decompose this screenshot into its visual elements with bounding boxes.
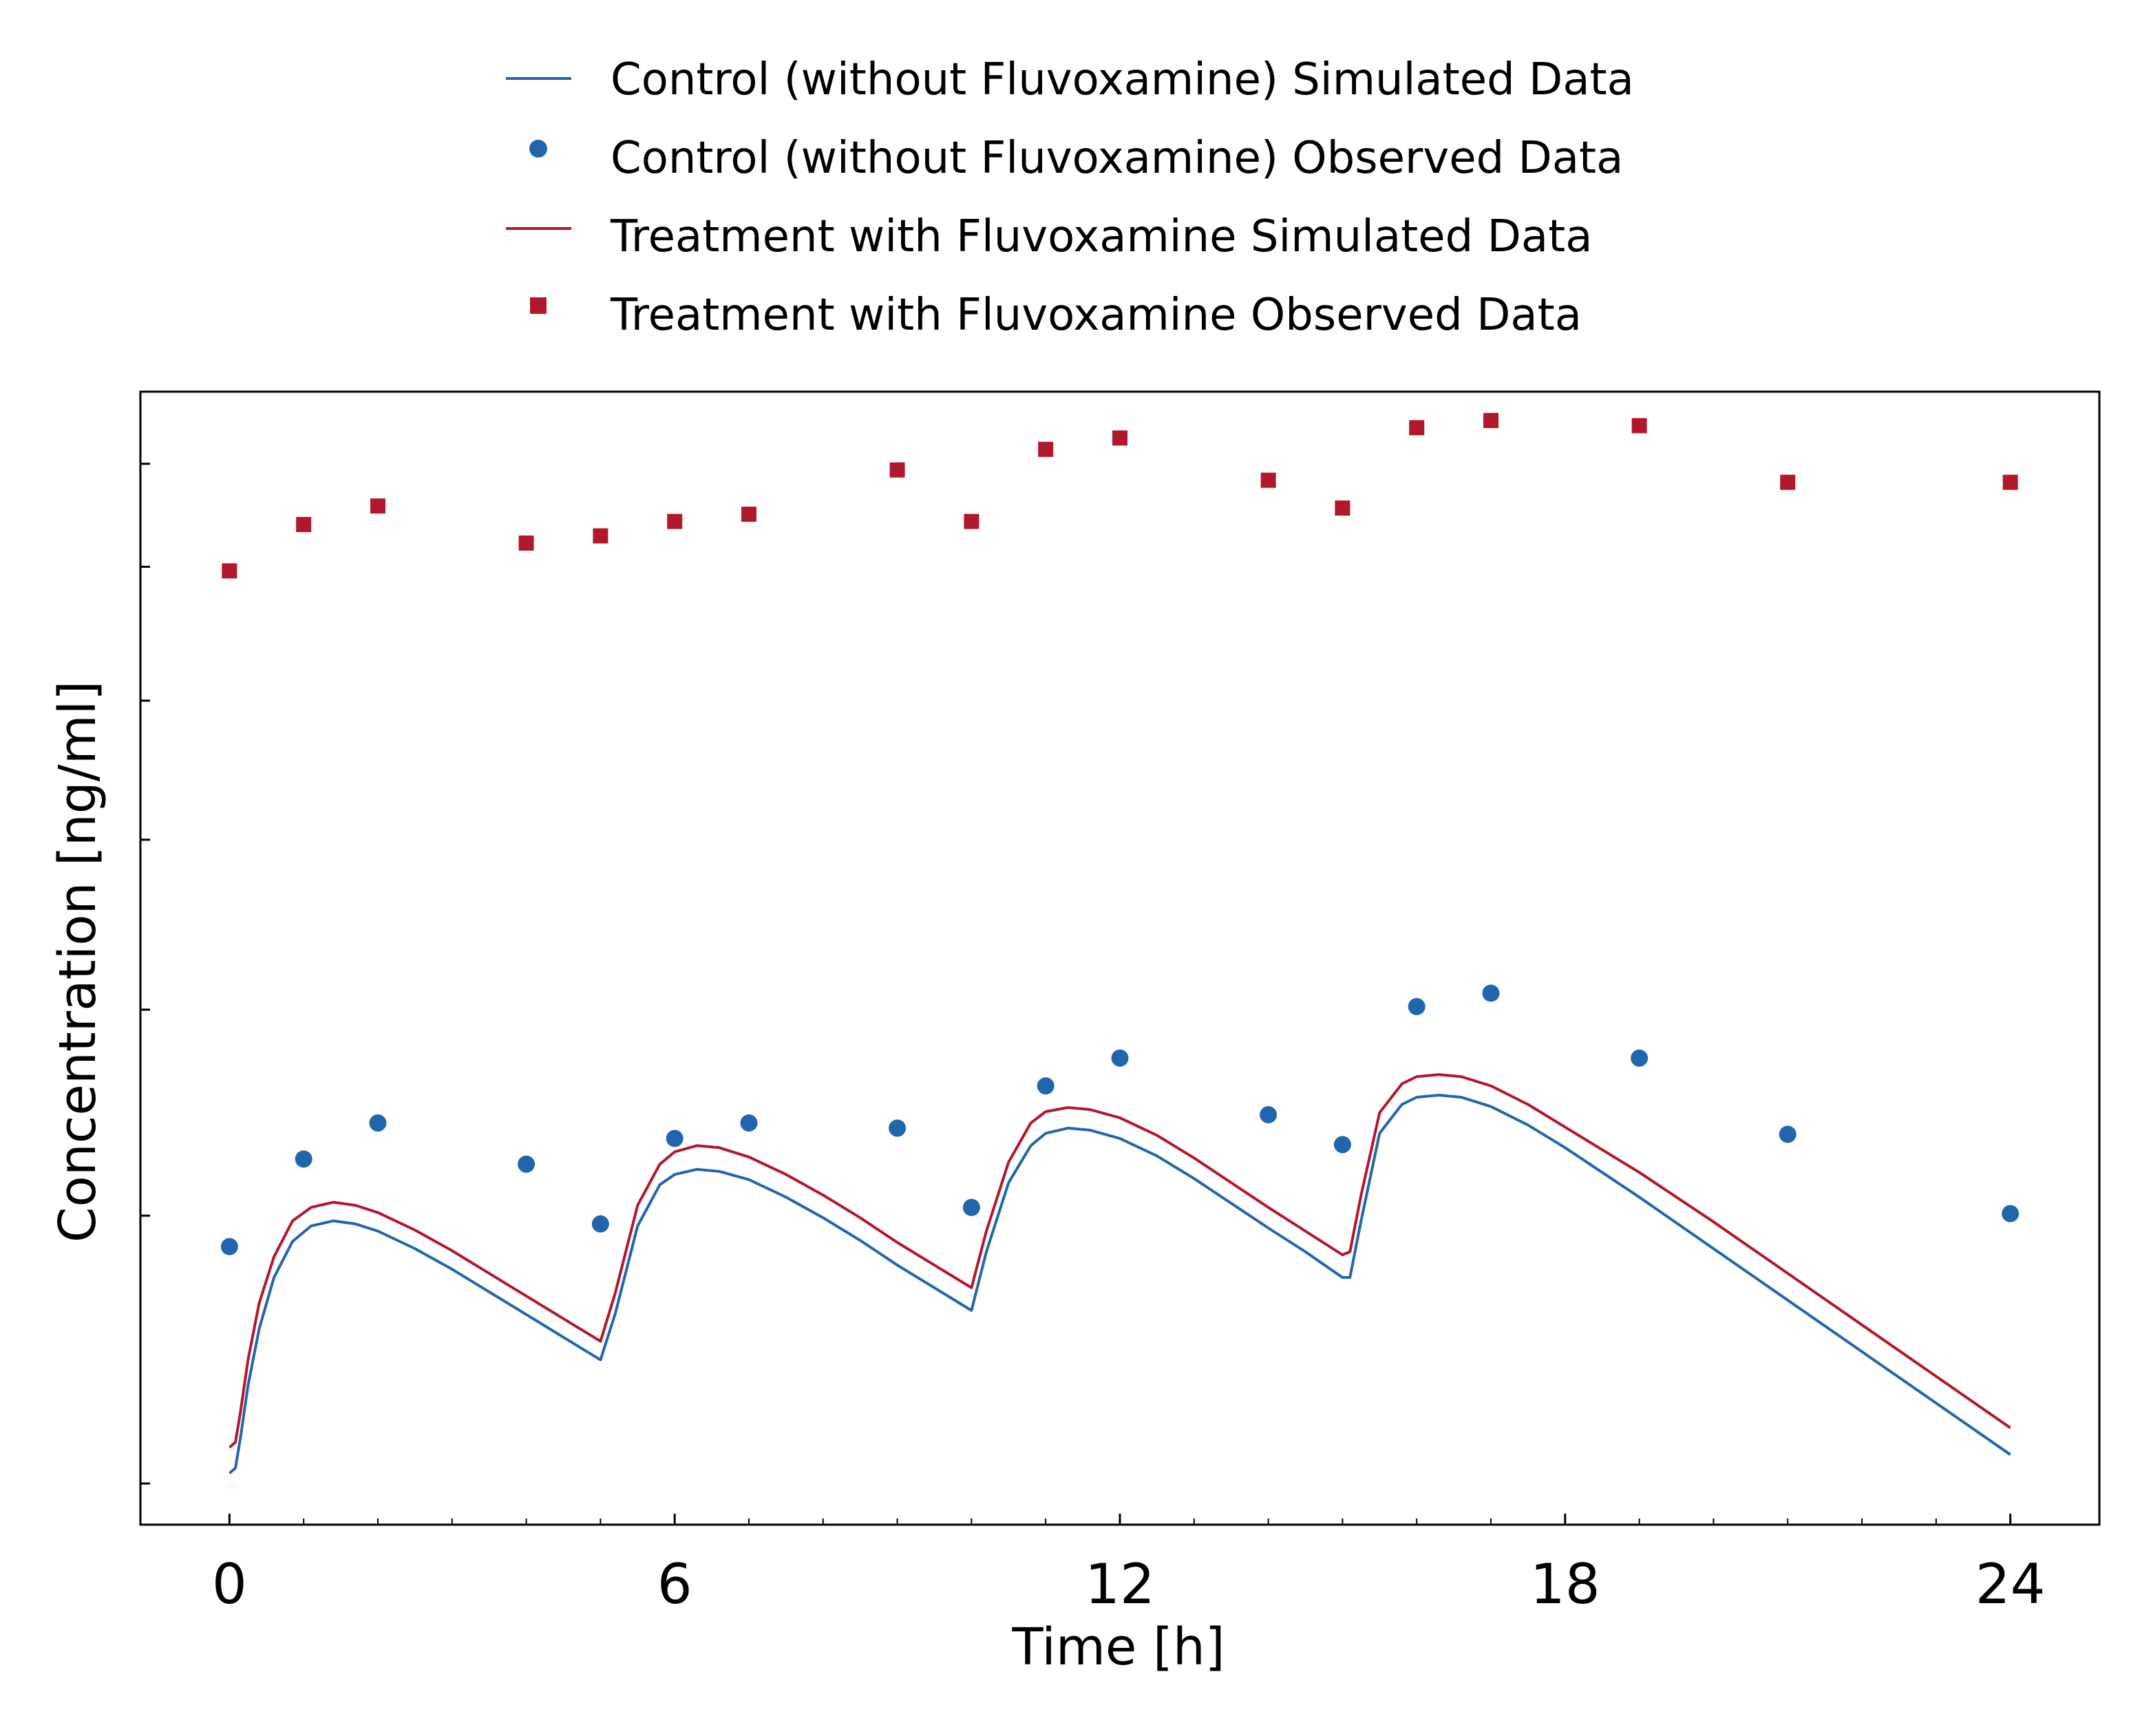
data-point-square bbox=[889, 462, 905, 478]
data-point-circle bbox=[369, 1114, 387, 1132]
data-point-circle bbox=[1779, 1125, 1797, 1143]
x-axis-title: Time [h] bbox=[1011, 1618, 1225, 1677]
data-point-circle bbox=[518, 1155, 536, 1173]
data-point-square bbox=[964, 514, 979, 529]
x-tick-label: 0 bbox=[212, 1552, 247, 1616]
legend-swatch-control-observed-circle bbox=[529, 140, 547, 158]
data-point-square bbox=[1631, 418, 1647, 434]
data-point-square bbox=[222, 563, 237, 579]
data-point-square bbox=[1260, 472, 1276, 488]
x-axis-ticks bbox=[228, 1514, 2012, 1525]
data-point-square bbox=[1409, 420, 1425, 436]
series-markers bbox=[220, 412, 2020, 1256]
legend-swatch-treatment-observed-square bbox=[530, 297, 547, 314]
data-point-square bbox=[2002, 474, 2018, 490]
series-line-2 bbox=[229, 1073, 2011, 1449]
data-point-square bbox=[1483, 412, 1499, 428]
data-point-circle bbox=[962, 1198, 980, 1216]
x-tick-label: 6 bbox=[657, 1552, 692, 1616]
data-point-circle bbox=[666, 1130, 684, 1147]
series-lines bbox=[229, 1073, 2011, 1474]
data-point-square bbox=[1112, 430, 1127, 446]
legend: Control (without Fluvoxamine) Simulated … bbox=[506, 54, 1634, 341]
data-point-square bbox=[1038, 441, 1054, 457]
data-point-circle bbox=[295, 1150, 312, 1168]
data-point-square bbox=[1335, 500, 1350, 516]
data-point-square bbox=[370, 498, 385, 514]
data-point-square bbox=[296, 517, 312, 533]
data-point-square bbox=[1780, 474, 1796, 490]
data-point-circle bbox=[2002, 1205, 2020, 1222]
data-point-circle bbox=[740, 1114, 758, 1132]
data-point-square bbox=[667, 514, 683, 529]
x-tick-label: 24 bbox=[1975, 1552, 2046, 1616]
legend-label-treatment-observed: Treatment with Fluvoxamine Observed Data bbox=[610, 290, 1582, 341]
x-axis-tick-labels: 0 6 12 18 24 bbox=[212, 1552, 2046, 1616]
data-point-circle bbox=[889, 1119, 907, 1137]
data-point-circle bbox=[1333, 1136, 1351, 1154]
legend-label-control-observed: Control (without Fluvoxamine) Observed D… bbox=[611, 133, 1623, 184]
data-point-circle bbox=[1631, 1049, 1649, 1067]
data-point-circle bbox=[1037, 1077, 1055, 1095]
y-axis-ticks bbox=[140, 463, 150, 1485]
data-point-circle bbox=[1482, 984, 1500, 1002]
x-tick-label: 18 bbox=[1530, 1552, 1600, 1616]
legend-label-treatment-simulated: Treatment with Fluvoxamine Simulated Dat… bbox=[610, 211, 1592, 262]
data-point-circle bbox=[1408, 997, 1426, 1015]
data-point-circle bbox=[1260, 1105, 1278, 1123]
y-axis-title: Concentration [ng/ml] bbox=[48, 681, 107, 1242]
legend-label-control-simulated: Control (without Fluvoxamine) Simulated … bbox=[611, 54, 1634, 105]
data-point-square bbox=[593, 528, 608, 544]
data-point-square bbox=[518, 535, 534, 551]
data-point-square bbox=[741, 507, 756, 522]
data-point-circle bbox=[591, 1215, 609, 1233]
data-point-circle bbox=[1111, 1049, 1129, 1067]
data-point-circle bbox=[220, 1238, 238, 1256]
x-tick-label: 12 bbox=[1085, 1552, 1155, 1616]
series-line-0 bbox=[229, 1094, 2011, 1474]
